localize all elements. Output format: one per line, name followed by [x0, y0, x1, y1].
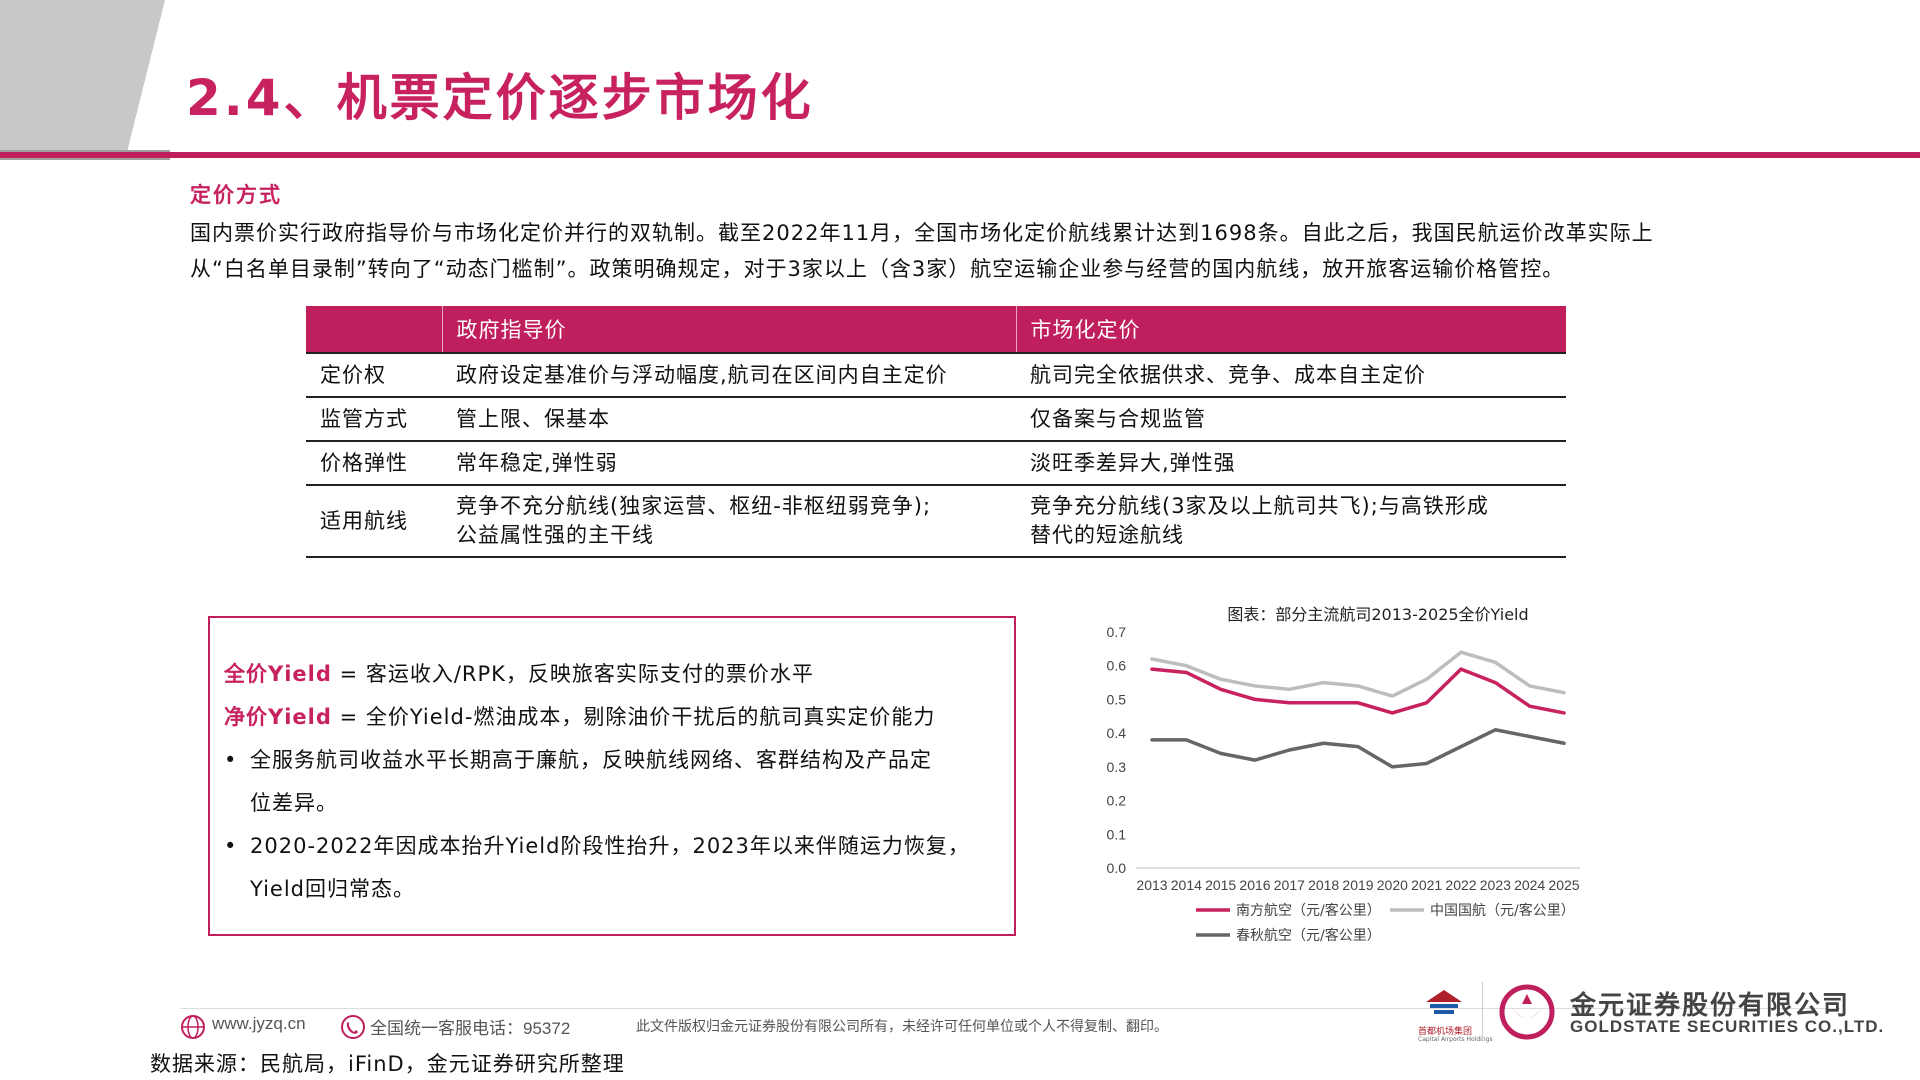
market-cell: 仅备案与合规监管 — [1016, 397, 1566, 442]
phone-icon — [341, 1015, 365, 1039]
corner-decoration — [0, 0, 170, 160]
x-tick-label: 2018 — [1308, 877, 1339, 893]
x-tick-label: 2024 — [1514, 877, 1545, 893]
market-cell: 淡旺季差异大,弹性强 — [1016, 441, 1566, 486]
table-header-gov: 政府指导价 — [442, 306, 1017, 353]
x-tick-label: 2022 — [1445, 877, 1476, 893]
x-tick-label: 2025 — [1548, 877, 1579, 893]
logo-divider — [1482, 982, 1483, 1040]
table-header-row: 政府指导价 市场化定价 — [306, 306, 1566, 353]
bullet-dot-icon: • — [224, 834, 238, 858]
x-tick-label: 2014 — [1171, 877, 1202, 893]
footer-divider — [180, 1008, 1840, 1009]
x-tick-label: 2020 — [1377, 877, 1408, 893]
yield-definition-box: 全价Yield = 客运收入/RPK，反映旅客实际支付的票价水平 净价Yield… — [208, 616, 1016, 936]
capital-airports-logo — [1426, 990, 1462, 1014]
y-tick-label: 0.1 — [1107, 826, 1127, 842]
company-name-en: GOLDSTATE SECURITIES CO.,LTD. — [1570, 1017, 1885, 1036]
x-tick-label: 2021 — [1411, 877, 1442, 893]
bullet-item: • 全服务航司收益水平长期高于廉航，反映航线网络、客群结构及产品定 — [224, 744, 932, 774]
x-tick-label: 2015 — [1205, 877, 1236, 893]
pricing-comparison-table: 政府指导价 市场化定价 定价权 政府设定基准价与浮动幅度,航司在区间内自主定价 … — [306, 306, 1566, 558]
net-yield-definition: = 全价Yield-燃油成本，剔除油价干扰后的航司真实定价能力 — [331, 705, 936, 729]
table-row: 定价权 政府设定基准价与浮动幅度,航司在区间内自主定价 航司完全依据供求、竞争、… — [306, 352, 1566, 398]
net-yield-term: 净价Yield — [224, 705, 332, 729]
goldstate-logo — [1499, 984, 1555, 1040]
net-yield-line: 净价Yield = 全价Yield-燃油成本，剔除油价干扰后的航司真实定价能力 — [224, 701, 935, 731]
y-tick-label: 0.0 — [1107, 860, 1127, 876]
full-yield-line: 全价Yield = 客运收入/RPK，反映旅客实际支付的票价水平 — [224, 658, 814, 688]
row-label: 定价权 — [306, 352, 442, 398]
x-tick-label: 2016 — [1239, 877, 1270, 893]
row-label: 监管方式 — [306, 397, 442, 442]
market-cell: 竞争充分航线(3家及以上航司共飞);与高铁形成 替代的短途航线 — [1016, 485, 1566, 558]
page-title: 2.4、机票定价逐步市场化 — [186, 69, 814, 127]
gov-cell: 常年稳定,弹性弱 — [442, 441, 1016, 486]
gov-cell: 管上限、保基本 — [442, 397, 1016, 442]
legend-label: 南方航空（元/客公里） — [1236, 902, 1381, 919]
x-tick-label: 2023 — [1480, 877, 1511, 893]
yield-line-chart: 图表：部分主流航司2013-2025全价Yield 0.0 0.1 0.2 0.3 0.4… — [1060, 600, 1600, 960]
data-source: 数据来源：民航局，iFinD，金元证券研究所整理 — [150, 1052, 625, 1076]
y-tick-label: 0.7 — [1107, 624, 1127, 640]
intro-line: 国内票价实行政府指导价与市场化定价并行的双轨制。截至2022年11月，全国市场化… — [190, 221, 1654, 245]
legend-label: 中国国航（元/客公里） — [1430, 902, 1575, 919]
y-tick-label: 0.4 — [1107, 725, 1127, 741]
partner-name-en: Capital Airports Holdings — [1418, 1036, 1493, 1043]
legend-label: 春秋航空（元/客公里） — [1236, 927, 1381, 944]
chart-svg: 图表：部分主流航司2013-2025全价Yield 0.0 0.1 0.2 0.3 0.4… — [1107, 605, 1580, 944]
intro-line: 从“白名单目录制”转向了“动态门槛制”。政策明确规定，对于3家以上（含3家）航空… — [190, 257, 1565, 281]
globe-icon — [181, 1015, 205, 1039]
section-heading: 定价方式 — [190, 183, 282, 207]
full-yield-definition: = 客运收入/RPK，反映旅客实际支付的票价水平 — [331, 662, 814, 686]
x-tick-label: 2013 — [1136, 877, 1167, 893]
company-name-cn: 金元证券股份有限公司 — [1570, 991, 1851, 1021]
series-line — [1150, 650, 1566, 698]
table-row: 监管方式 管上限、保基本 仅备案与合规监管 — [306, 397, 1566, 442]
bullet-continuation: Yield回归常态。 — [250, 877, 415, 901]
y-tick-label: 0.6 — [1107, 658, 1127, 674]
gov-cell: 政府设定基准价与浮动幅度,航司在区间内自主定价 — [442, 352, 1016, 398]
bullet-text: 2020-2022年因成本抬升Yield阶段性抬升，2023年以来伴随运力恢复， — [250, 834, 970, 858]
partner-name-cn: 首都机场集团 — [1418, 1027, 1473, 1037]
y-tick-label: 0.5 — [1107, 691, 1127, 707]
bullet-dot-icon: • — [224, 748, 238, 772]
y-tick-label: 0.2 — [1107, 793, 1127, 809]
title-underline — [0, 152, 1920, 158]
copyright-notice: 此文件版权归金元证券股份有限公司所有，未经许可任何单位或个人不得复制、翻印。 — [636, 1019, 1168, 1035]
table-row: 价格弹性 常年稳定,弹性弱 淡旺季差异大,弹性强 — [306, 441, 1566, 486]
bullet-item: • 2020-2022年因成本抬升Yield阶段性抬升，2023年以来伴随运力恢复… — [224, 830, 970, 860]
table-row: 适用航线 竞争不充分航线(独家运营、枢纽-非枢纽弱竞争); 公益属性强的主干线 … — [306, 485, 1566, 558]
bullet-text: 全服务航司收益水平长期高于廉航，反映航线网络、客群结构及产品定 — [250, 748, 932, 772]
x-tick-label: 2017 — [1274, 877, 1305, 893]
series-line — [1150, 667, 1566, 715]
table-header-blank — [306, 306, 443, 353]
intro-paragraph: 国内票价实行政府指导价与市场化定价并行的双轨制。截至2022年11月，全国市场化… — [190, 215, 1790, 287]
bullet-continuation: 位差异。 — [250, 791, 338, 815]
row-label: 价格弹性 — [306, 441, 442, 486]
footer-website[interactable]: www.jyzq.cn — [212, 1014, 306, 1033]
x-tick-label: 2019 — [1342, 877, 1373, 893]
gov-cell: 竞争不充分航线(独家运营、枢纽-非枢纽弱竞争); 公益属性强的主干线 — [442, 485, 1016, 558]
series-line — [1150, 728, 1566, 769]
row-label: 适用航线 — [306, 485, 442, 558]
chart-title: 图表：部分主流航司2013-2025全价Yield — [1227, 605, 1528, 624]
full-yield-term: 全价Yield — [224, 662, 332, 686]
y-tick-label: 0.3 — [1107, 759, 1127, 775]
table-header-market: 市场化定价 — [1016, 306, 1566, 353]
market-cell: 航司完全依据供求、竞争、成本自主定价 — [1016, 352, 1566, 398]
footer-hotline: 全国统一客服电话：95372 — [370, 1019, 571, 1038]
